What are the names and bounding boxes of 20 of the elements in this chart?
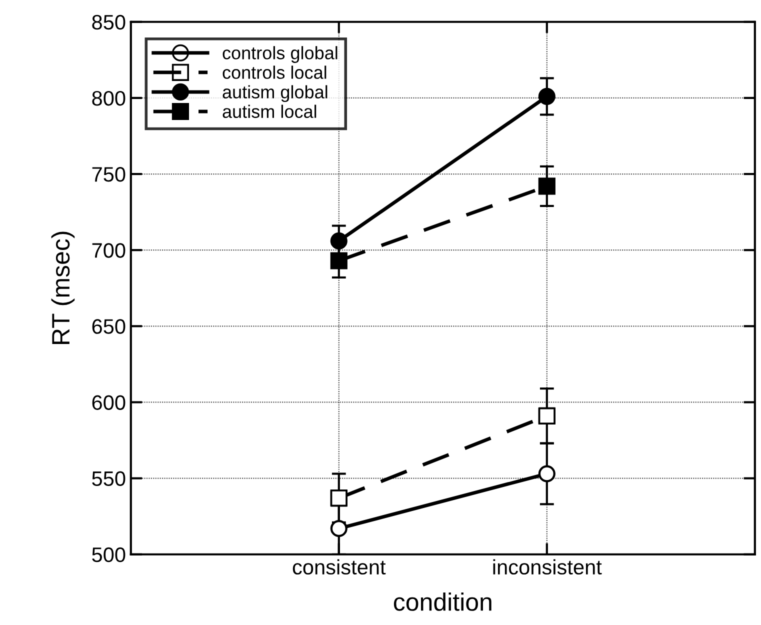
y-tick-label: 700 [92,243,126,258]
y-axis-title: RT (msec) [51,232,75,344]
legend-label: controls global [222,46,338,63]
y-tick-label: 850 [92,14,126,30]
legend-label: autism global [222,85,328,102]
point [538,178,556,195]
x-axis-title: condition [394,592,492,611]
y-tick-label: 800 [92,90,126,106]
y-tick-label: 500 [92,547,126,562]
y-tick-label: 550 [92,471,126,486]
point [538,88,556,105]
y-tick-label: 650 [92,319,126,334]
y-tick-label: 600 [92,395,126,410]
point [330,252,348,270]
legend-label: controls local [222,66,326,79]
legend-label: autism local [222,104,316,118]
point [330,232,348,250]
x-tick-label: inconsistent [493,559,602,575]
x-tick-label: consistent [292,559,386,575]
y-tick-label: 750 [92,167,126,182]
